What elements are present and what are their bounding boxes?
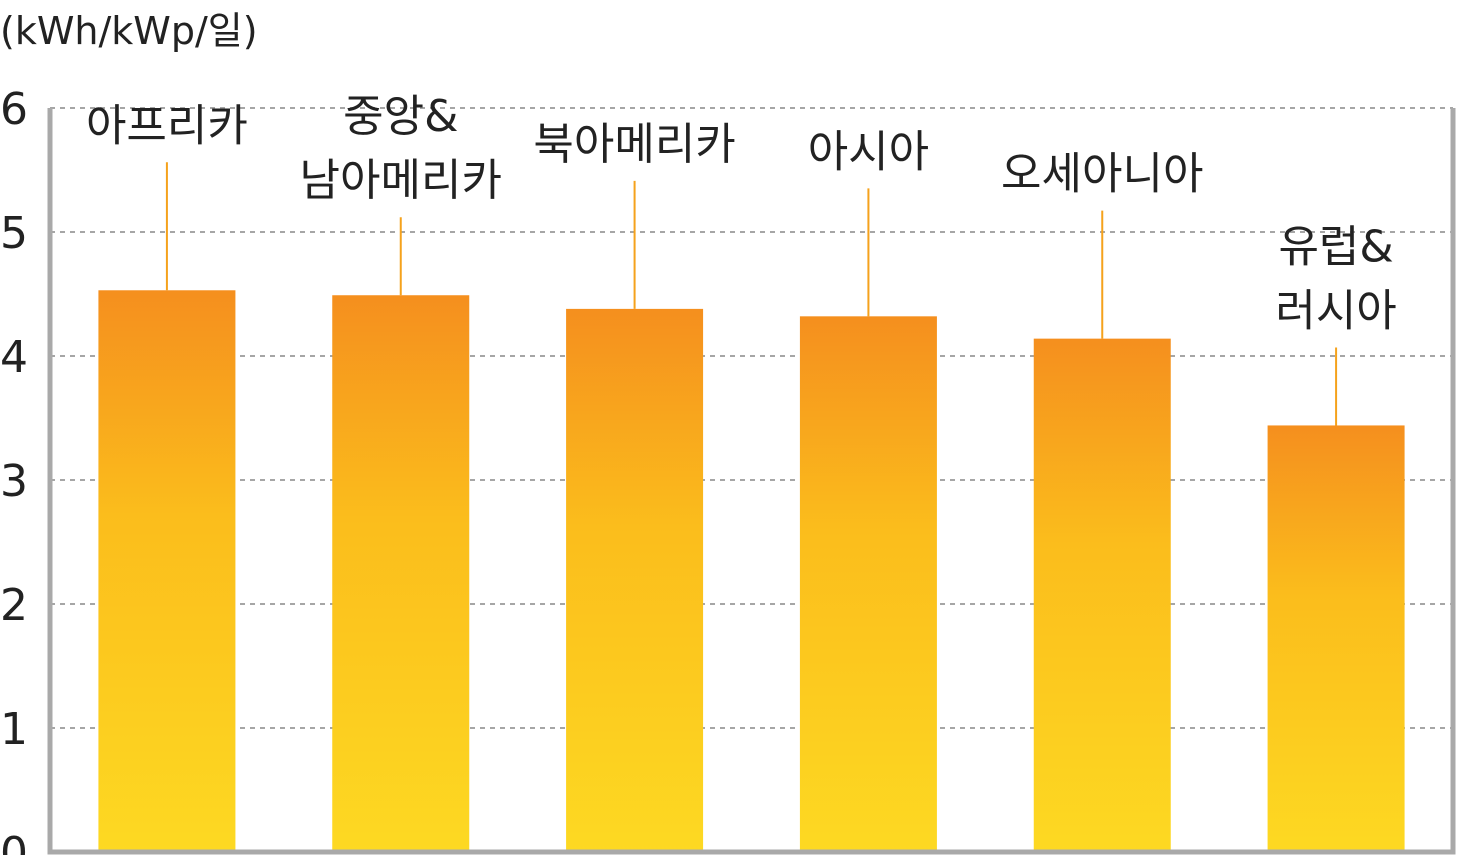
bars: 아프리카: 4.53 중앙& 남아메리카: 4.49 북아메리카: 4.38 아시아:… [98, 290, 1405, 852]
y-tick-label: 1 [0, 704, 28, 755]
gridlines [50, 107, 1453, 729]
category-label: 유럽& [1278, 221, 1393, 272]
category-label: 아시아 [808, 126, 929, 177]
y-tick-label: 4 [0, 332, 28, 383]
y-tick-label: 2 [0, 580, 28, 631]
bar: 북아메리카: 4.38 [566, 308, 704, 852]
category-label: 북아메리카 [533, 119, 735, 170]
bar: 아시아: 4.32 [799, 316, 937, 852]
category-label: 중앙& [343, 91, 458, 142]
bar: 오세아니아: 4.14 [1033, 338, 1171, 852]
category-label: 남아메리카 [300, 155, 502, 206]
category-label: 러시아 [1275, 285, 1396, 336]
bar: 유럽& 러시아: 3.44 [1267, 425, 1405, 852]
category-label: 오세아니아 [1001, 149, 1203, 200]
plot-frame [47, 108, 1456, 855]
y-axis-ticks: 0 1 2 3 4 5 6 [0, 84, 28, 855]
y-tick-label: 6 [0, 84, 28, 135]
y-tick-label: 5 [0, 208, 28, 259]
category-label: 아프리카 [86, 100, 248, 151]
y-axis-unit-label: (kWh/kWp/일) [0, 9, 258, 53]
y-tick-label: 3 [0, 456, 28, 507]
bar: 아프리카: 4.53 [98, 290, 236, 852]
y-tick-label: 0 [0, 828, 28, 855]
bar: 중앙& 남아메리카: 4.49 [332, 295, 470, 852]
